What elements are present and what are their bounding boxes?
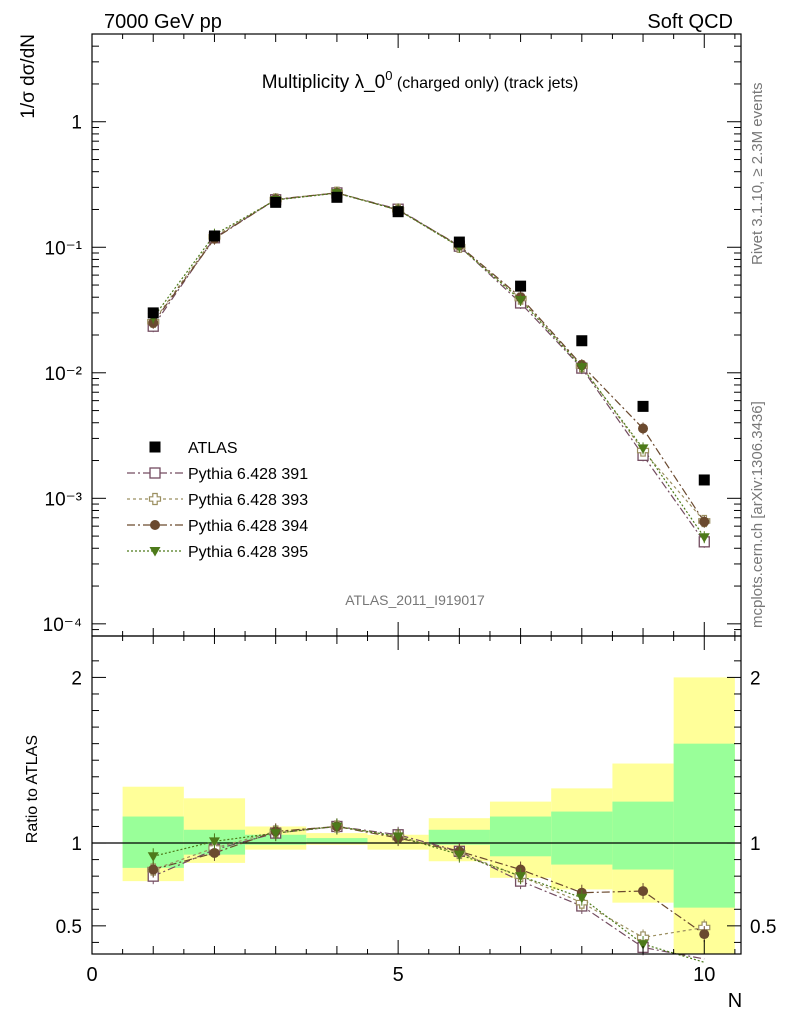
y-tick-label-4: 1: [71, 113, 82, 134]
main-line-series-0: [152, 192, 705, 543]
point-atlas-8: [576, 335, 588, 347]
y-axis-label: 1/σ dσ/dN: [18, 34, 39, 119]
point-series-3-7: [515, 296, 527, 306]
legend-label-3: Pythia 6.428 395: [188, 544, 308, 561]
legend-marker-atlas: [149, 441, 161, 453]
point-atlas-5: [392, 206, 404, 218]
ratio-point-series-3-3: [270, 829, 282, 839]
ratio-tick-label-left-1: 1: [71, 834, 82, 855]
ratio-line-series-2: [153, 825, 705, 935]
legend: ATLAS Pythia 6.428 391 Pythia 6.428 393 Pyt…: [127, 440, 308, 561]
point-atlas-10: [698, 474, 710, 486]
ratio-point-series-3-9: [637, 940, 649, 950]
title-sup: 0: [385, 68, 392, 83]
ratio-point-series-2-10: [699, 929, 710, 940]
x-tick-label-0: 0: [86, 964, 97, 986]
band-stat-7: [489, 816, 552, 857]
ratio-point-series-2-1: [148, 864, 159, 875]
legend-marker-0: [149, 467, 161, 479]
ratio-series-lines: [152, 825, 705, 963]
point-series-2-9: [638, 423, 649, 434]
point-atlas-6: [453, 236, 465, 248]
main-line-series-3: [152, 192, 705, 538]
ratio-point-series-3-4: [331, 822, 343, 832]
header-left: 7000 GeV pp: [104, 11, 222, 33]
ratio-point-series-3-6: [453, 850, 465, 861]
point-atlas-9: [637, 400, 649, 412]
point-series-3-8: [576, 363, 588, 373]
ratio-tick-label-right-0: 0.5: [750, 917, 776, 938]
analysis-watermark: ATLAS_2011_I919017: [345, 592, 485, 608]
main-series-lines: [152, 192, 705, 543]
y-tick-label-0: 10⁻⁴: [43, 615, 82, 636]
chart-title: Multiplicity λ_00 (charged only) (track …: [262, 68, 579, 93]
point-atlas-3: [270, 196, 282, 208]
title-main: Multiplicity λ_0: [262, 72, 386, 93]
legend-label-1: Pythia 6.428 393: [188, 492, 308, 509]
point-series-3-10: [698, 533, 710, 543]
axes: 0 5 10 10⁻⁴ 10⁻³ 10⁻² 10⁻¹ 1 0.5 0.5 1 1 2 2: [43, 33, 776, 986]
ratio-tick-label-right-1: 1: [750, 834, 761, 855]
point-series-2-10: [699, 516, 710, 527]
y-tick-label-2: 10⁻²: [45, 364, 83, 385]
legend-marker-1: [148, 492, 162, 506]
ratio-tick-label-right-2: 2: [750, 668, 761, 689]
ratio-bands: [92, 677, 741, 954]
x-tick-label-5: 5: [393, 964, 404, 986]
point-atlas-1: [147, 307, 159, 319]
ratio-line-series-3: [153, 825, 705, 963]
ratio-point-series-3-7: [515, 872, 527, 882]
ratio-tick-label-left-2: 2: [71, 668, 82, 689]
point-atlas-4: [331, 191, 343, 203]
legend-label-2: Pythia 6.428 394: [188, 518, 308, 535]
mcplots-label: mcplots.cern.ch [arXiv:1306.3436]: [749, 401, 766, 628]
band-stat-8: [551, 811, 613, 865]
x-axis-label: N: [728, 990, 742, 1012]
y-tick-label-3: 10⁻¹: [45, 238, 83, 259]
band-stat-6: [428, 829, 490, 845]
band-stat-9: [612, 801, 674, 870]
header-right: Soft QCD: [647, 11, 733, 33]
ratio-point-series-3-8: [576, 893, 588, 904]
band-stat-4: [306, 838, 368, 844]
ratio-frame: [91, 635, 742, 955]
ratio-point-series-3-1: [147, 852, 159, 862]
band-stat-10: [673, 743, 735, 908]
ratio-point-series-2-9: [638, 886, 649, 897]
main-points: [147, 186, 711, 548]
rivet-label: Rivet 3.1.10, ≥ 2.3M events: [749, 83, 766, 266]
point-atlas-7: [515, 280, 527, 292]
legend-label-0: Pythia 6.428 391: [188, 466, 308, 483]
legend-marker-3: [149, 547, 161, 557]
ratio-line-series-0: [152, 825, 705, 960]
point-atlas-2: [208, 230, 220, 242]
ratio-point-series-3-2: [208, 837, 220, 847]
point-series-3-9: [637, 444, 649, 454]
ratio-point-series-3-5: [392, 832, 404, 842]
legend-marker-2: [150, 520, 160, 530]
title-rest: (charged only) (track jets): [392, 75, 578, 92]
ratio-point-series-2-2: [209, 847, 220, 858]
ratio-tick-label-left-0: 0.5: [56, 917, 82, 938]
legend-label-atlas: ATLAS: [188, 440, 238, 457]
x-tick-label-10: 10: [693, 964, 715, 986]
ratio-axis-label: Ratio to ATLAS: [24, 735, 41, 843]
main-line-series-2: [152, 192, 705, 523]
y-tick-label-1: 10⁻³: [45, 489, 83, 510]
